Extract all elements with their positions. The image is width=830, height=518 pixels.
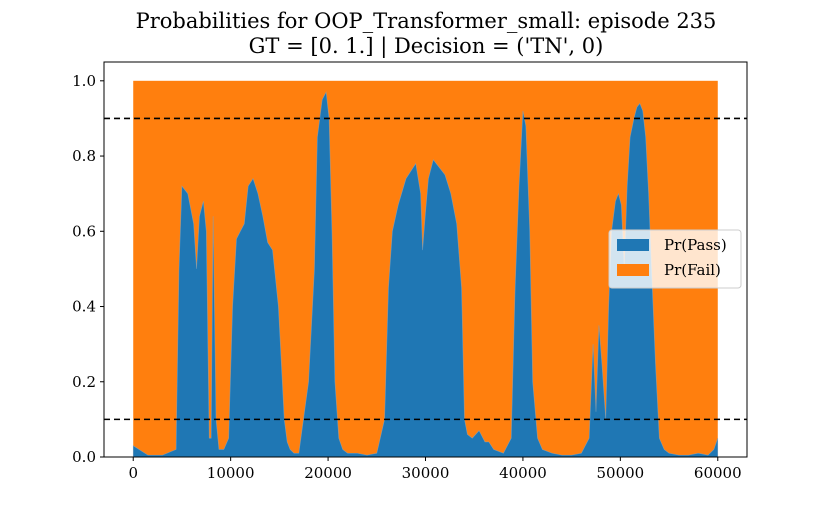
legend: Pr(Pass) Pr(Fail) [608, 229, 742, 289]
x-tick-label: 60000 [694, 464, 742, 482]
series-pass-area [132, 91, 719, 458]
legend-swatch [617, 239, 649, 251]
chart-title-line-1: Probabilities for OOP_Transformer_small:… [136, 9, 717, 33]
y-tick-label: 1.0 [72, 72, 96, 90]
legend-label: Pr(Fail) [664, 261, 721, 279]
chart-title-line-2: GT = [0. 1.] | Decision = ('TN', 0) [249, 34, 604, 59]
x-tick-label: 40000 [499, 464, 547, 482]
legend-swatch [617, 264, 649, 276]
y-tick-label: 0.8 [72, 147, 96, 165]
x-tick-label: 50000 [596, 464, 644, 482]
axes: 0 10000 20000 30000 40000 50000 60000 0.0 0.2 0.4… [72, 61, 748, 482]
x-tick-label: 30000 [402, 464, 450, 482]
legend-label: Pr(Pass) [664, 236, 727, 254]
x-tick-label: 20000 [304, 464, 352, 482]
y-tick-label: 0.4 [72, 298, 96, 316]
y-tick-label: 0.6 [72, 222, 96, 240]
x-tick-label: 0 [128, 464, 138, 482]
y-tick-label: 0.2 [72, 373, 96, 391]
y-tick-label: 0.0 [72, 448, 96, 466]
x-tick-label: 10000 [207, 464, 255, 482]
